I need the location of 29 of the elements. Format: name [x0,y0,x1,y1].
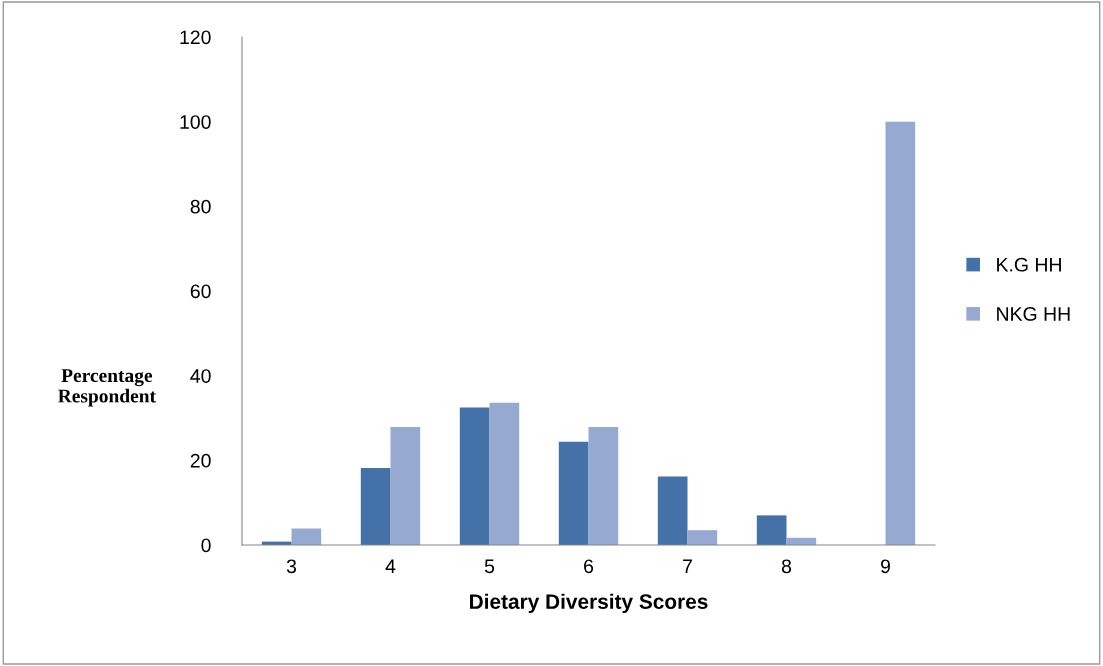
x-tick-label: 6 [584,559,594,574]
bar [687,530,718,545]
y-tick-label: 120 [180,30,211,45]
x-tick-label: 5 [484,559,495,574]
legend-label: NKG HH [997,307,1070,321]
bar [756,515,787,545]
y-tick-label: 0 [201,538,211,553]
bar [390,426,421,545]
x-tick-label: 9 [881,559,890,574]
y-tick-label: 100 [180,115,211,129]
bar [588,426,619,545]
x-tick-label: 3 [286,559,297,574]
bar [459,407,490,545]
y-axis-title: Percentage Respondent [58,369,156,407]
x-tick-label: 4 [385,559,396,573]
x-axis-title: Dietary Diversity Scores [470,593,708,614]
bar [360,467,391,545]
y-tick-label: 80 [190,199,211,214]
bar [291,528,322,545]
bar [657,476,688,545]
bar [489,402,520,545]
y-tick-label: 40 [190,369,211,383]
y-tick-label: 60 [190,284,211,299]
legend-label: K.G HH [997,257,1061,272]
y-tick-label: 20 [190,453,211,468]
x-tick-label: 7 [683,559,692,573]
bar [885,121,916,545]
x-tick-label: 8 [781,559,792,574]
bar [558,441,589,545]
